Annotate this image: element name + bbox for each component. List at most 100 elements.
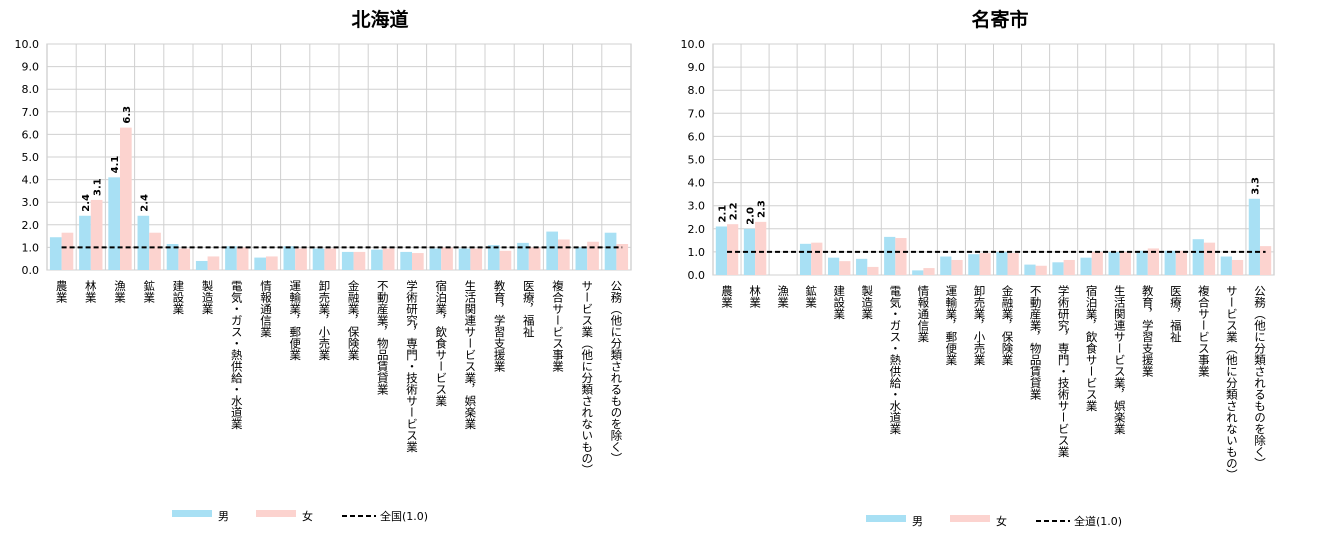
legend-swatch-female — [950, 515, 990, 522]
bar-female — [616, 244, 629, 270]
bar-male — [996, 251, 1008, 275]
category-label: 教育，学習支援業 — [493, 279, 507, 372]
category-label: 鉱業 — [142, 279, 156, 303]
bar-female — [727, 224, 739, 275]
bar-male — [137, 215, 150, 270]
bar-male — [517, 242, 529, 270]
legend: 男 女 全道(1.0) — [866, 514, 1122, 528]
bar-female — [1231, 259, 1244, 275]
category-label: サービス業（他に分類されないもの） — [580, 280, 594, 476]
category-label: 生活関連サービス業，娯楽業 — [463, 279, 477, 429]
bar-female — [236, 247, 249, 270]
category-label: 宿泊業，飲食サービス業 — [1085, 284, 1099, 411]
bar-male — [799, 243, 812, 275]
bar-female — [412, 253, 424, 270]
bar-male — [743, 228, 756, 275]
bar-female — [923, 268, 935, 275]
category-label: 農業 — [55, 279, 69, 303]
data-label: 2.3 — [757, 200, 768, 218]
category-label: 宿泊業，飲食サービス業 — [434, 279, 448, 406]
legend: 男 女 全国(1.0) — [172, 509, 428, 523]
y-tick-label: 5.0 — [688, 154, 706, 167]
y-tick-label: 3.0 — [688, 200, 706, 213]
bar-female — [558, 239, 570, 270]
y-tick-label: 6.0 — [688, 130, 706, 143]
bar-female — [441, 247, 453, 270]
legend-swatch-male — [866, 515, 906, 522]
bar-male — [715, 226, 728, 275]
bar-male — [487, 245, 500, 270]
bar-male — [1192, 239, 1204, 275]
data-label: 2.0 — [745, 207, 756, 225]
category-label: 卸売業，小売業 — [972, 284, 986, 365]
chart-title: 名寄市 — [971, 8, 1028, 31]
legend-label-female: 女 — [996, 514, 1007, 528]
bar-female — [178, 248, 191, 270]
bar-female — [755, 221, 767, 275]
y-tick-label: 1.0 — [22, 241, 40, 254]
y-tick-label: 8.0 — [688, 84, 706, 97]
category-label: 林業 — [748, 284, 762, 308]
bar-male — [1024, 264, 1036, 275]
bar-female — [951, 259, 963, 275]
bar-female — [120, 127, 132, 271]
bar-male — [49, 237, 62, 270]
bar-female — [353, 251, 366, 270]
bar-female — [895, 238, 907, 275]
category-label: 建設業 — [171, 279, 185, 314]
bar-male — [254, 257, 266, 270]
data-label: 3.3 — [1250, 177, 1261, 195]
bar-male — [575, 247, 588, 270]
y-tick-label: 5.0 — [22, 151, 40, 164]
bar-male — [856, 258, 868, 275]
bar-female — [811, 242, 823, 275]
category-label: 製造業 — [860, 284, 874, 319]
category-label: 不動産業，物品賃貸業 — [1029, 285, 1043, 400]
category-label: 卸売業，小売業 — [317, 279, 331, 360]
category-label: 金融業，保険業 — [347, 279, 361, 360]
chart-title: 北海道 — [351, 8, 408, 31]
legend-swatch-male — [172, 510, 212, 517]
bar-male — [1136, 250, 1148, 275]
bar-female — [1007, 253, 1019, 275]
y-tick-label: 7.0 — [688, 107, 706, 120]
bar-female — [587, 241, 599, 270]
bar-female — [528, 247, 541, 270]
bar-male — [458, 248, 471, 270]
bar-male — [195, 260, 208, 270]
category-label: 複合サービス事業 — [1197, 284, 1211, 377]
category-label: 漁業 — [113, 279, 127, 303]
category-label: 教育，学習支援業 — [1141, 284, 1155, 377]
category-label: 運輸業，郵便業 — [288, 280, 302, 361]
y-tick-label: 0.0 — [22, 264, 40, 277]
category-label: 電気・ガス・熱供給・水道業 — [888, 285, 902, 435]
y-tick-label: 2.0 — [22, 219, 40, 232]
category-label: 漁業 — [776, 284, 790, 308]
y-tick-label: 4.0 — [688, 177, 706, 190]
category-label: 学術研究，専門・技術サービス業 — [1057, 284, 1071, 457]
bar-female — [1175, 250, 1188, 275]
y-tick-label: 8.0 — [22, 83, 40, 96]
y-tick-label: 9.0 — [22, 61, 40, 74]
legend-label-reference: 全道(1.0) — [1074, 514, 1122, 528]
bar-male — [940, 256, 952, 275]
y-tick-label: 1.0 — [688, 246, 706, 259]
legend-label-female: 女 — [302, 509, 313, 523]
bar-male — [1164, 250, 1176, 275]
bar-female — [90, 199, 103, 270]
category-label: 情報通信業 — [916, 285, 930, 343]
bar-male — [1248, 198, 1260, 275]
legend-label-male: 男 — [912, 515, 923, 528]
bar-male — [371, 249, 383, 270]
y-tick-label: 2.0 — [688, 223, 706, 236]
bar-male — [912, 270, 924, 275]
category-label: 電気・ガス・熱供給・水道業 — [230, 280, 244, 430]
bar-male — [828, 257, 840, 275]
bar-male — [341, 251, 354, 270]
category-label: 建設業 — [832, 284, 846, 319]
bar-male — [400, 251, 412, 270]
y-tick-label: 10.0 — [15, 38, 40, 51]
category-label: サービス業（他に分類されないもの） — [1225, 285, 1239, 481]
data-label: 2.2 — [729, 202, 740, 220]
